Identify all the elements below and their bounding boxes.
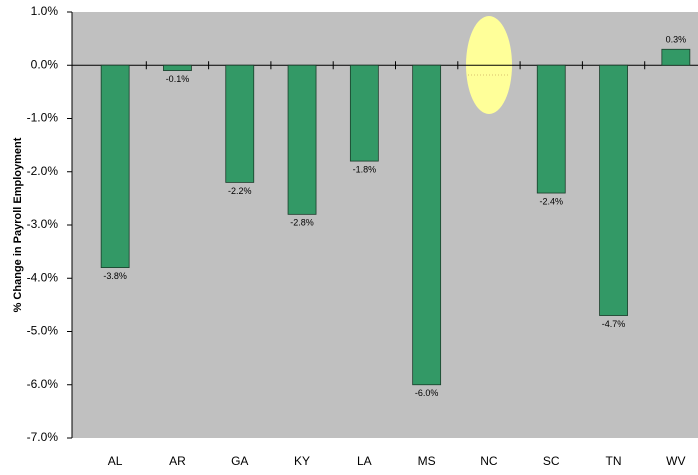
bar [163, 64, 192, 71]
value-label: -2.2% [228, 186, 252, 196]
y-tick-label: -6.0% [27, 377, 59, 391]
y-tick-label: 0.0% [31, 57, 59, 71]
x-tick-label: KY [294, 454, 310, 468]
y-axis-label: % Change in Payroll Employment [12, 137, 24, 312]
x-tick-label: WV [666, 454, 685, 468]
value-label: -2.4% [539, 196, 563, 206]
value-label: -0.1% [166, 74, 190, 84]
x-tick-label: AR [169, 454, 186, 468]
bar [536, 64, 566, 194]
plot-area [72, 12, 698, 438]
y-tick-label: -4.0% [27, 270, 59, 284]
y-tick-label: -7.0% [27, 430, 59, 444]
value-label: -1.8% [353, 164, 377, 174]
y-tick-label: -3.0% [27, 217, 59, 231]
y-tick-label: 1.0% [31, 4, 59, 18]
value-label: -2.8% [290, 218, 314, 228]
bar [287, 64, 317, 215]
x-tick-label: TN [606, 454, 622, 468]
y-tick-label: -1.0% [27, 111, 59, 125]
bar [349, 64, 379, 162]
bar [661, 48, 691, 66]
x-tick-label: LA [357, 454, 372, 468]
x-tick-label: MS [418, 454, 436, 468]
y-tick-label: -2.0% [27, 164, 59, 178]
x-tick-label: SC [543, 454, 560, 468]
y-tick-label: -5.0% [27, 324, 59, 338]
bar [100, 64, 130, 269]
bar [225, 64, 255, 183]
bar [412, 64, 442, 386]
value-label: -4.7% [602, 319, 626, 329]
x-tick-label: GA [231, 454, 248, 468]
x-tick-label: AL [108, 454, 123, 468]
value-label: 0.3% [666, 35, 687, 45]
x-tick-label: NC [480, 454, 498, 468]
value-label: -3.8% [103, 271, 127, 281]
bar [599, 64, 628, 316]
value-label: -6.0% [415, 388, 439, 398]
